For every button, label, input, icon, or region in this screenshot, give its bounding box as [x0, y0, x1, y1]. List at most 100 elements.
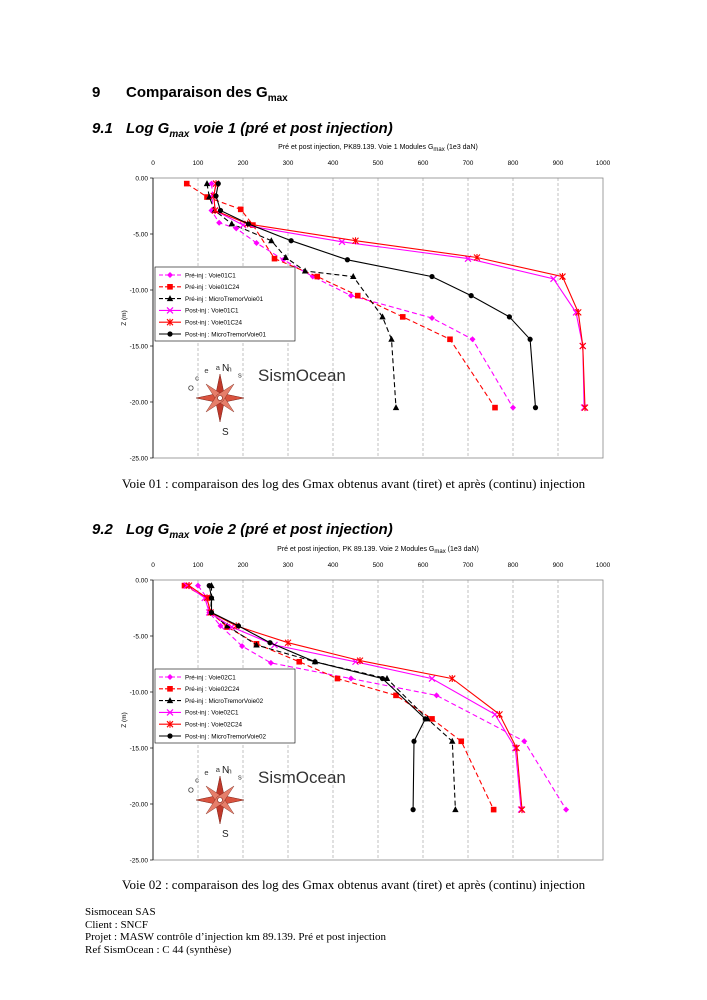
x-tick-label: 500	[373, 562, 384, 569]
compass-rose-icon	[195, 373, 245, 423]
data-point	[284, 639, 292, 647]
x-tick-label: 0	[151, 160, 155, 167]
data-point	[206, 583, 212, 589]
series-line	[213, 183, 586, 408]
legend-marker	[167, 272, 173, 278]
data-point	[314, 273, 321, 280]
watermark-text: SismOcean	[258, 768, 346, 787]
subsection-heading-2: 9.2 Log Gmax voie 2 (pré et post injectio…	[92, 521, 393, 541]
compass-ring-letter: e	[204, 768, 208, 777]
footer-line: Sismocean SAS	[85, 906, 156, 918]
legend-box	[154, 266, 296, 342]
x-tick-label: 600	[418, 160, 429, 167]
chart-title-main: Pré et post injection, PK89.139. Voie 1 …	[278, 144, 433, 151]
x-tick-label: 800	[508, 160, 519, 167]
y-tick-label: -15.00	[130, 343, 149, 350]
data-point	[288, 238, 294, 244]
data-point	[574, 308, 582, 316]
data-point	[469, 336, 476, 343]
x-tick-label: 1000	[596, 562, 611, 569]
y-tick-label: 0.00	[135, 175, 148, 182]
subsection-title-sub: max	[169, 530, 190, 541]
legend-label: Post-inj : Voie01C1	[185, 308, 239, 315]
data-point	[209, 192, 216, 199]
data-point	[217, 622, 224, 629]
x-tick-label: 900	[553, 562, 564, 569]
compass-center	[217, 797, 223, 803]
legend-marker	[166, 318, 174, 326]
data-point	[233, 225, 240, 232]
data-point	[447, 336, 453, 343]
x-tick-label: 100	[193, 160, 204, 167]
data-point	[203, 180, 211, 187]
x-tick-label: 700	[463, 562, 474, 569]
y-tick-label: 0.00	[135, 577, 148, 584]
data-point	[458, 738, 465, 745]
data-point	[383, 675, 391, 682]
page-footer: Sismocean SAS Client : SNCF Projet : MAS…	[85, 906, 386, 956]
data-point	[334, 675, 341, 682]
subsection-title-rest: voie 2 (pré et post injection)	[189, 521, 393, 538]
data-point	[211, 206, 219, 214]
legend-marker	[167, 331, 173, 337]
compass-ring-letter: s	[238, 370, 242, 379]
series-4	[185, 582, 526, 814]
compass-s-label: S	[222, 829, 229, 840]
compass-s-label: S	[222, 427, 229, 438]
data-point	[473, 254, 481, 262]
legend-marker	[167, 686, 173, 692]
data-point	[506, 314, 512, 320]
section-title: Comparaison des G	[126, 84, 268, 101]
y-tick-label: -25.00	[130, 455, 149, 462]
data-point	[518, 806, 526, 814]
compass-ring-letter: n	[227, 365, 231, 374]
data-point	[348, 292, 354, 299]
data-point	[399, 314, 406, 320]
chart-title: Pré et post injection, PK 89.139. Voie 2…	[277, 546, 479, 555]
data-point	[429, 273, 435, 280]
x-tick-label: 200	[238, 562, 249, 569]
data-point	[215, 181, 221, 187]
data-point	[181, 582, 188, 589]
series-3	[183, 582, 525, 814]
data-point	[410, 807, 416, 813]
compass-ring-letter: c	[195, 373, 199, 382]
chart-svg-1: Pré et post injection, PK89.139. Voie 1 …	[121, 144, 611, 462]
series-5	[213, 181, 539, 411]
data-point	[228, 220, 235, 227]
compass-ring-letter: c	[195, 775, 199, 784]
y-tick-label: -20.00	[130, 801, 149, 808]
series-line	[208, 585, 426, 810]
data-point	[267, 640, 273, 646]
x-tick-label: 900	[553, 160, 564, 167]
data-point	[282, 254, 289, 261]
y-tick-label: -25.00	[130, 857, 149, 864]
x-tick-label: 500	[373, 160, 384, 167]
data-point	[208, 595, 215, 601]
chart-title-sub: max	[433, 147, 444, 153]
data-point	[379, 675, 386, 682]
compass-ring-letter: s	[238, 772, 242, 781]
data-point	[239, 643, 246, 650]
data-point	[267, 659, 274, 666]
data-point	[203, 594, 211, 602]
legend-marker	[167, 674, 173, 680]
subsection-number: 9.2	[92, 521, 113, 538]
legend-label: Post-inj : MicroTremorVoie01	[185, 331, 266, 338]
section-heading: 9 Comparaison des Gmax	[92, 84, 288, 104]
data-point	[217, 207, 224, 214]
chart-title-sub: max	[434, 549, 445, 555]
subsection-title: Log G	[126, 521, 170, 538]
figure-caption-1: Voie 01 : comparaison des log des Gmax o…	[121, 476, 586, 491]
data-point	[216, 219, 223, 226]
data-point	[185, 582, 193, 590]
compass-center	[217, 395, 223, 401]
subsection-title-sub: max	[169, 129, 190, 140]
data-point	[448, 675, 456, 683]
figure-caption-2: Voie 02 : comparaison des log des Gmax o…	[121, 877, 586, 892]
data-point	[411, 738, 417, 744]
data-point	[235, 623, 242, 629]
series-line	[186, 585, 522, 810]
data-point	[348, 675, 354, 682]
series-line	[197, 585, 567, 810]
